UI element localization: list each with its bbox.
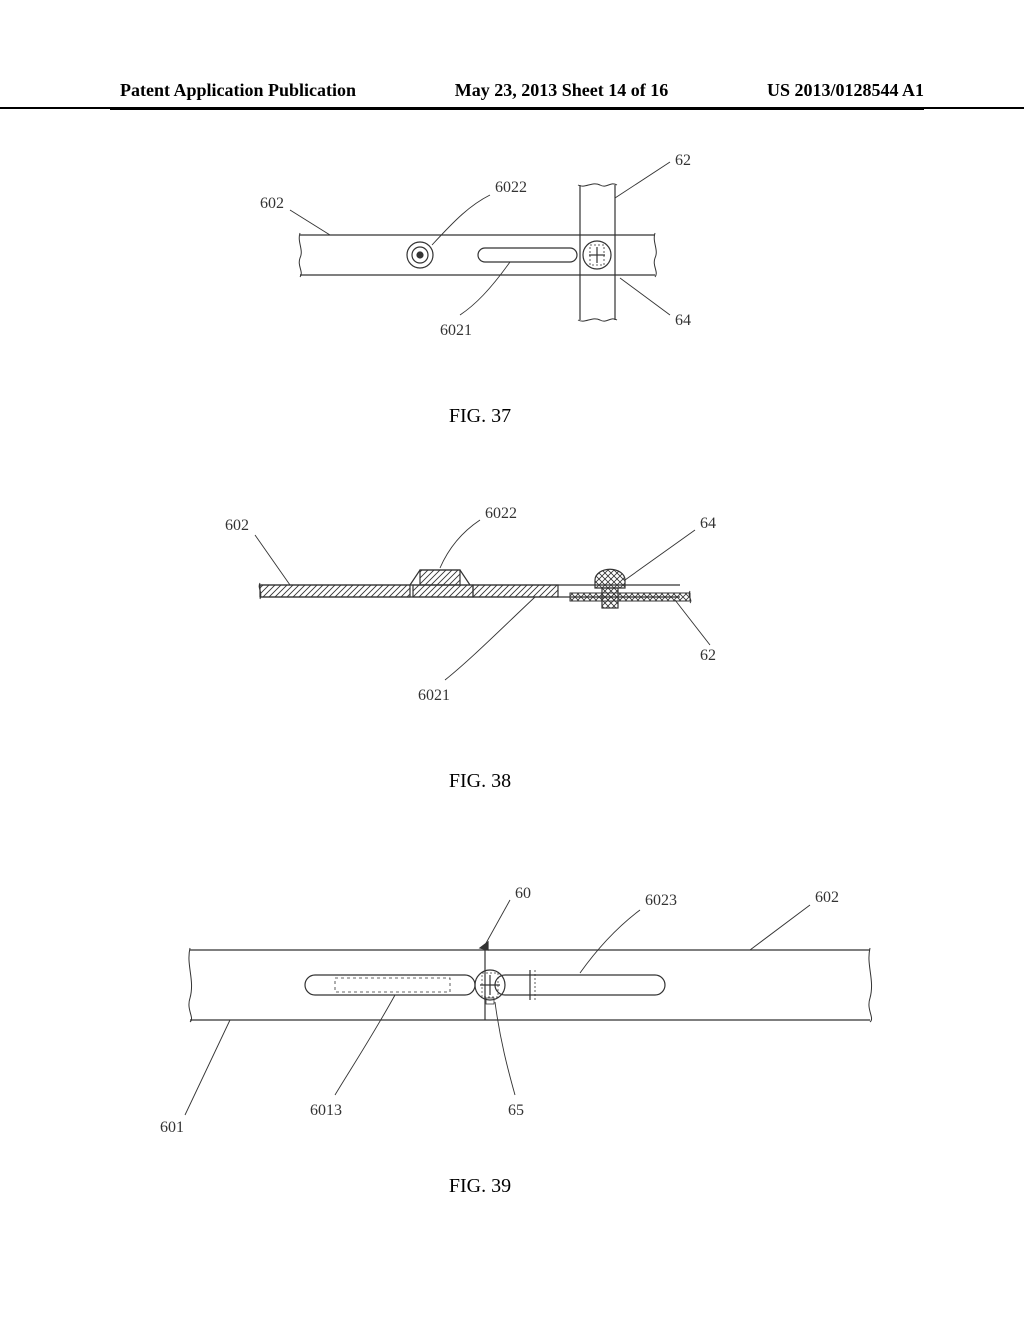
callout-62: 62 — [675, 152, 691, 169]
figure-39: 60 6023 602 6013 65 601 — [130, 870, 910, 1160]
header-right: US 2013/0128544 A1 — [767, 80, 924, 101]
callout-60: 60 — [515, 885, 531, 902]
callout-6021: 6021 — [418, 687, 450, 704]
fig37-label: FIG. 37 — [420, 405, 540, 428]
callout-64: 64 — [675, 312, 691, 329]
callout-6021: 6021 — [440, 322, 472, 339]
callout-62: 62 — [700, 647, 716, 664]
header-left: Patent Application Publication — [120, 80, 356, 101]
callout-6023: 6023 — [645, 892, 677, 909]
callout-602: 602 — [815, 889, 839, 906]
page-header: Patent Application Publication May 23, 2… — [0, 80, 1024, 109]
callout-6022: 6022 — [495, 179, 527, 196]
header-rule — [110, 108, 924, 110]
fig38-label: FIG. 38 — [420, 770, 540, 793]
callout-601: 601 — [160, 1119, 184, 1136]
header-center: May 23, 2013 Sheet 14 of 16 — [455, 80, 668, 101]
fig38-svg: 602 6022 64 62 6021 — [200, 480, 760, 740]
callout-64: 64 — [700, 515, 716, 532]
callout-65: 65 — [508, 1102, 524, 1119]
figure-38: 602 6022 64 62 6021 — [200, 480, 760, 740]
figure-37: 62 6022 602 6021 64 — [260, 150, 720, 380]
callout-6022: 6022 — [485, 505, 517, 522]
fig39-svg: 60 6023 602 6013 65 601 — [130, 870, 910, 1160]
callout-602: 602 — [225, 517, 249, 534]
callout-6013: 6013 — [310, 1102, 342, 1119]
fig37-svg: 62 6022 602 6021 64 — [260, 150, 720, 380]
fig39-label: FIG. 39 — [420, 1175, 540, 1198]
callout-602: 602 — [260, 195, 284, 212]
